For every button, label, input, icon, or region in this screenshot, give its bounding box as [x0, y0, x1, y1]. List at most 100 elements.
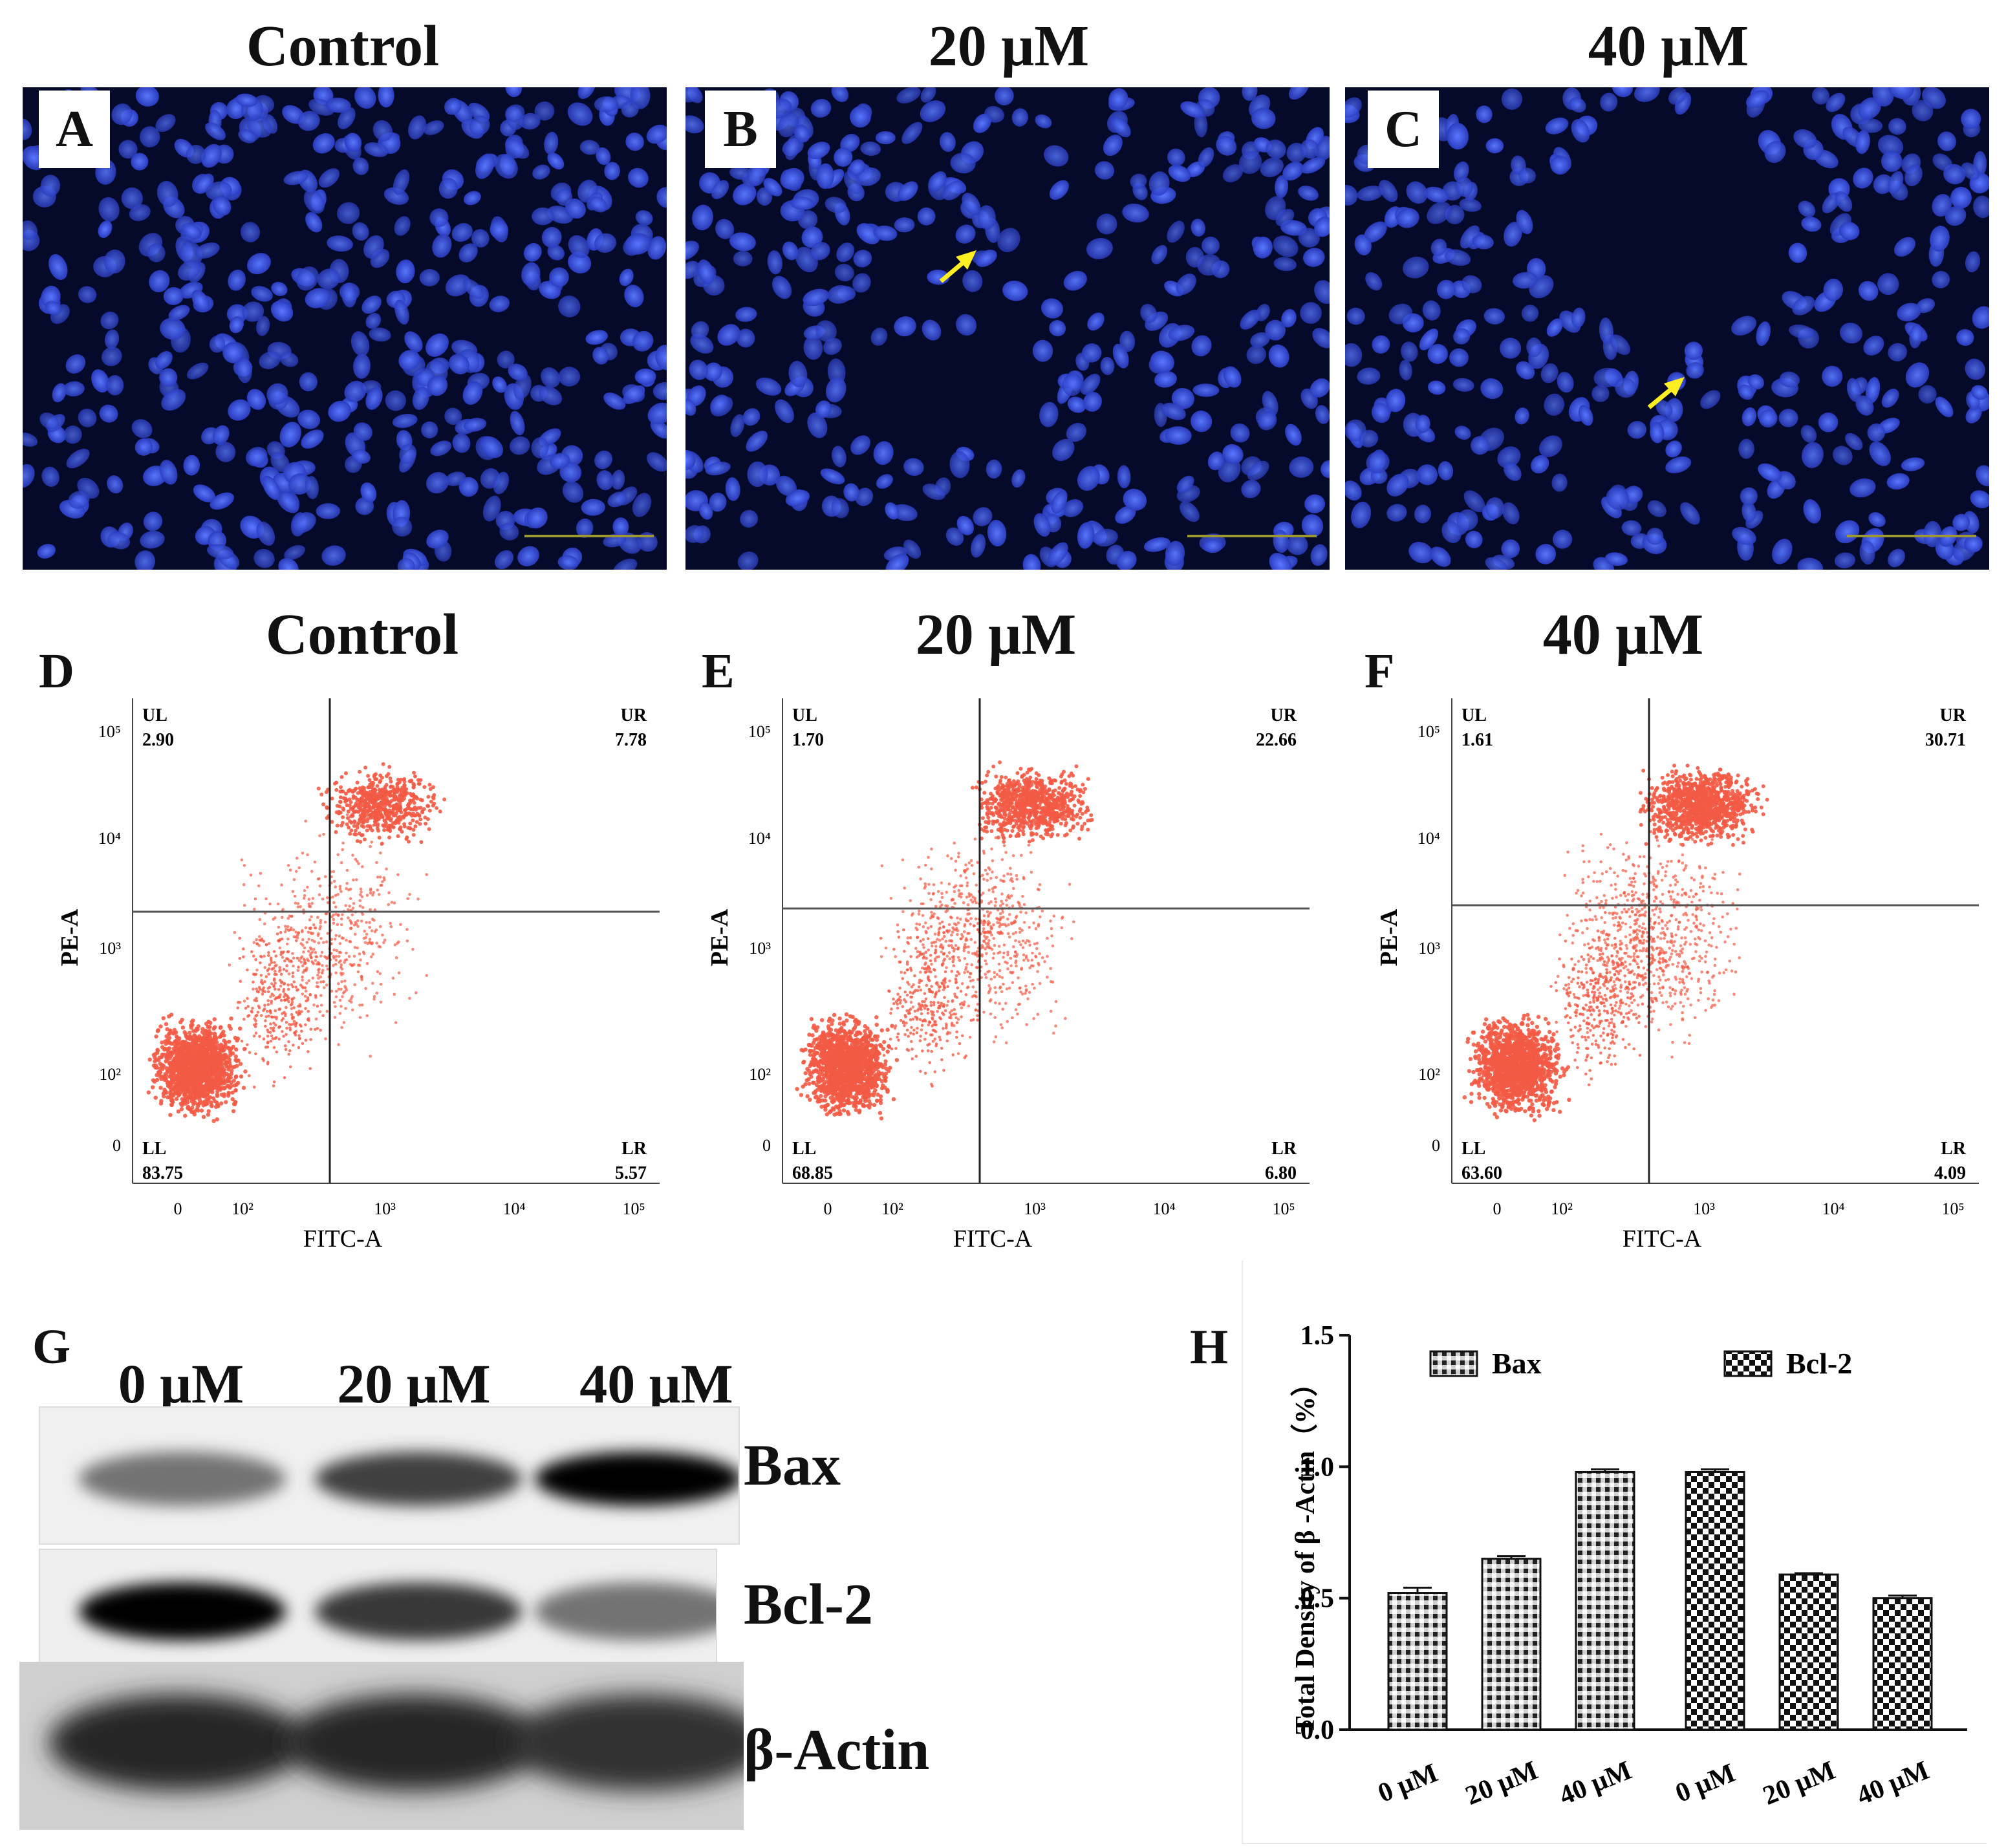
bar-bax-0: [1387, 1592, 1448, 1731]
density-bar-chart: 0.0 0.5 1.0 1.5 Total Density of β -Actin（%）…: [1242, 1261, 1987, 1844]
legend-swatch-1: [1723, 1350, 1773, 1377]
quadrant-name-ll: LL: [142, 1139, 166, 1159]
y-axis-label: Total Density of β -Actin（%）: [1290, 1370, 1321, 1734]
x-tick-label: 0: [1493, 1199, 1502, 1218]
event-dots: [795, 760, 1094, 1121]
blot-band: [79, 1452, 286, 1506]
x-tick-label: 10⁵: [1272, 1199, 1295, 1218]
x-tick-label: 0 μM: [1671, 1758, 1739, 1809]
y-tick-label: 0: [762, 1136, 771, 1155]
blot-band: [535, 1452, 739, 1506]
quadrant-name-ll: LL: [792, 1139, 816, 1159]
blot-beta-actin: [19, 1662, 744, 1830]
quadrant-value-ul: 1.61: [1461, 730, 1493, 750]
panel-label-d: D: [39, 644, 74, 698]
lane-label-0um: 0 μM: [118, 1353, 244, 1415]
x-tick-label: 10²: [881, 1199, 903, 1218]
panel-label-b: B: [705, 91, 776, 168]
quadrant-value-ur: 30.71: [1925, 730, 1966, 750]
y-tick-label: 1.5: [1300, 1321, 1335, 1351]
x-tick-label: 40 μM: [1555, 1756, 1636, 1811]
bar-bcl2-1: [1778, 1573, 1839, 1731]
y-tick-label: 10⁵: [98, 722, 121, 741]
event-dots: [146, 762, 447, 1123]
y-tick-label: 0.0: [1300, 1715, 1335, 1745]
x-tick-label: 40 μM: [1853, 1756, 1934, 1811]
quadrant-name-lr: LR: [1941, 1139, 1967, 1159]
blot-bcl2: [39, 1549, 717, 1674]
quadrant-name-ur: UR: [1940, 705, 1967, 725]
y-axis-label: PE-A: [708, 908, 733, 966]
y-tick-label: 10²: [99, 1065, 121, 1084]
x-tick-label: 10⁵: [622, 1199, 645, 1218]
y-tick-label: 10⁵: [748, 722, 771, 741]
x-tick-label: 10⁴: [1822, 1199, 1844, 1218]
quadrant-value-lr: 5.57: [615, 1163, 647, 1183]
y-tick-label: 10³: [99, 939, 121, 958]
flow-plot-control: 0 10² 10³ 10⁴ 10⁵ 0 10² 10³ 10⁴ 10⁵ FITC-A PE-A UL 2.…: [58, 692, 679, 1254]
x-tick-label: 10²: [1551, 1199, 1573, 1218]
bar-bax-1: [1481, 1558, 1542, 1731]
y-tick-label: 10²: [1418, 1065, 1440, 1084]
quadrant-value-ll: 68.85: [792, 1163, 833, 1183]
lane-label-20um: 20 μM: [337, 1353, 491, 1415]
quadrant-value-ur: 7.78: [615, 730, 647, 750]
quadrant-name-ul: UL: [792, 705, 817, 725]
micrograph-40um: [1345, 87, 1989, 570]
quadrant-name-lr: LR: [621, 1139, 647, 1159]
blot-band: [315, 1452, 522, 1506]
panel-label-a: A: [39, 91, 110, 168]
quadrant-name-lr: LR: [1271, 1139, 1297, 1159]
x-tick-label: 10³: [374, 1199, 396, 1218]
panel-label-h: H: [1190, 1320, 1229, 1374]
y-tick-label: 10³: [1418, 939, 1440, 958]
panel-label-c: C: [1368, 91, 1439, 168]
y-tick-label: 10⁴: [748, 829, 771, 848]
micro-title-40um: 40 μM: [1588, 14, 1749, 78]
flow-title-40um: 40 μM: [1542, 603, 1704, 667]
quadrant-value-ll: 63.60: [1461, 1163, 1502, 1183]
band-label-beta-actin: β-Actin: [744, 1718, 930, 1782]
micrograph-control: [23, 87, 667, 570]
band-label-bcl2: Bcl-2: [744, 1573, 873, 1637]
x-tick-label: 0 μM: [1374, 1758, 1441, 1809]
micrograph-20um: [685, 87, 1330, 570]
blot-band: [49, 1694, 307, 1791]
x-tick-label: 0: [824, 1199, 832, 1218]
x-axis-label: FITC-A: [303, 1225, 383, 1252]
y-tick-label: 0.5: [1300, 1584, 1335, 1614]
micro-title-20um: 20 μM: [928, 14, 1090, 78]
apoptosis-arrow: [939, 250, 976, 283]
x-tick-label: 10⁴: [1152, 1199, 1175, 1218]
panel-label-e: E: [702, 644, 735, 698]
y-tick-label: 1.0: [1300, 1452, 1335, 1482]
blot-bax: [39, 1406, 740, 1545]
bar-bcl2-0: [1685, 1470, 1745, 1731]
lane-label-40um: 40 μM: [579, 1353, 733, 1415]
quadrant-value-lr: 6.80: [1265, 1163, 1297, 1183]
y-tick-label: 0: [113, 1136, 121, 1155]
flow-plot-20um: 0 10² 10³ 10⁴ 10⁵ 0 10² 10³ 10⁴ 10⁵ FITC-A PE-A UL 1.…: [708, 692, 1329, 1254]
quadrant-name-ur: UR: [621, 705, 647, 725]
x-tick-label: 20 μM: [1461, 1756, 1542, 1811]
x-tick-label: 10³: [1024, 1199, 1046, 1218]
y-tick-label: 10²: [749, 1065, 771, 1084]
flow-plot-40um: 0 10² 10³ 10⁴ 10⁵ 0 10² 10³ 10⁴ 10⁵ FITC-A PE-A UL 1.…: [1377, 692, 1998, 1254]
quadrant-value-ul: 1.70: [792, 730, 824, 750]
blot-band: [535, 1582, 716, 1640]
quadrant-name-ll: LL: [1461, 1139, 1485, 1159]
y-tick-label: 10⁵: [1418, 722, 1440, 741]
bar-bax-2: [1575, 1470, 1635, 1731]
micro-title-control: Control: [246, 14, 440, 78]
y-tick-label: 0: [1432, 1136, 1440, 1155]
band-label-bax: Bax: [744, 1434, 841, 1498]
apoptosis-arrow: [1647, 377, 1685, 409]
blot-band: [79, 1582, 286, 1640]
flow-title-control: Control: [265, 603, 459, 667]
quadrant-value-ur: 22.66: [1256, 730, 1297, 750]
y-axis-label: PE-A: [1377, 908, 1403, 966]
event-dots: [1462, 764, 1769, 1123]
x-tick-label: 10⁴: [502, 1199, 525, 1218]
y-axis-label: PE-A: [58, 908, 83, 966]
x-tick-label: 20 μM: [1759, 1756, 1840, 1811]
